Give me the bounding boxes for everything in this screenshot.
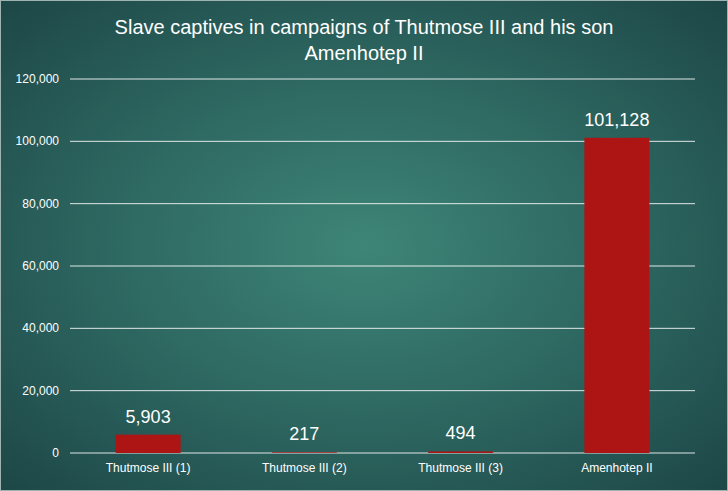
y-tick-label: 20,000 [22, 384, 59, 398]
x-tick-label: Amenhotep II [581, 461, 652, 475]
y-tick-label: 100,000 [16, 134, 60, 148]
bar [116, 435, 181, 453]
y-tick-label: 40,000 [22, 321, 59, 335]
chart-title: Slave captives in campaigns of Thutmose … [74, 14, 654, 66]
y-tick-label: 0 [52, 446, 59, 460]
data-label: 101,128 [584, 110, 649, 130]
bar [428, 451, 493, 453]
grid-line [70, 79, 695, 80]
x-tick-label: Thutmose III (3) [418, 461, 503, 475]
y-tick-label: 80,000 [22, 197, 59, 211]
labels: 5,903 Thutmose III (1) 217 Thutmose III (2)… [106, 110, 653, 475]
bar [584, 138, 649, 453]
y-tick-label: 60,000 [22, 259, 59, 273]
x-tick-label: Thutmose III (1) [106, 461, 191, 475]
y-tick-label: 120,000 [16, 72, 60, 86]
bar [272, 452, 337, 453]
chart: 0 20,000 40,000 60,000 80,000 100,000 120,000 5… [0, 0, 728, 491]
data-label: 494 [446, 423, 476, 443]
data-label: 5,903 [126, 407, 171, 427]
data-label: 217 [289, 424, 319, 444]
bars [116, 138, 650, 453]
x-tick-label: Thutmose III (2) [262, 461, 347, 475]
